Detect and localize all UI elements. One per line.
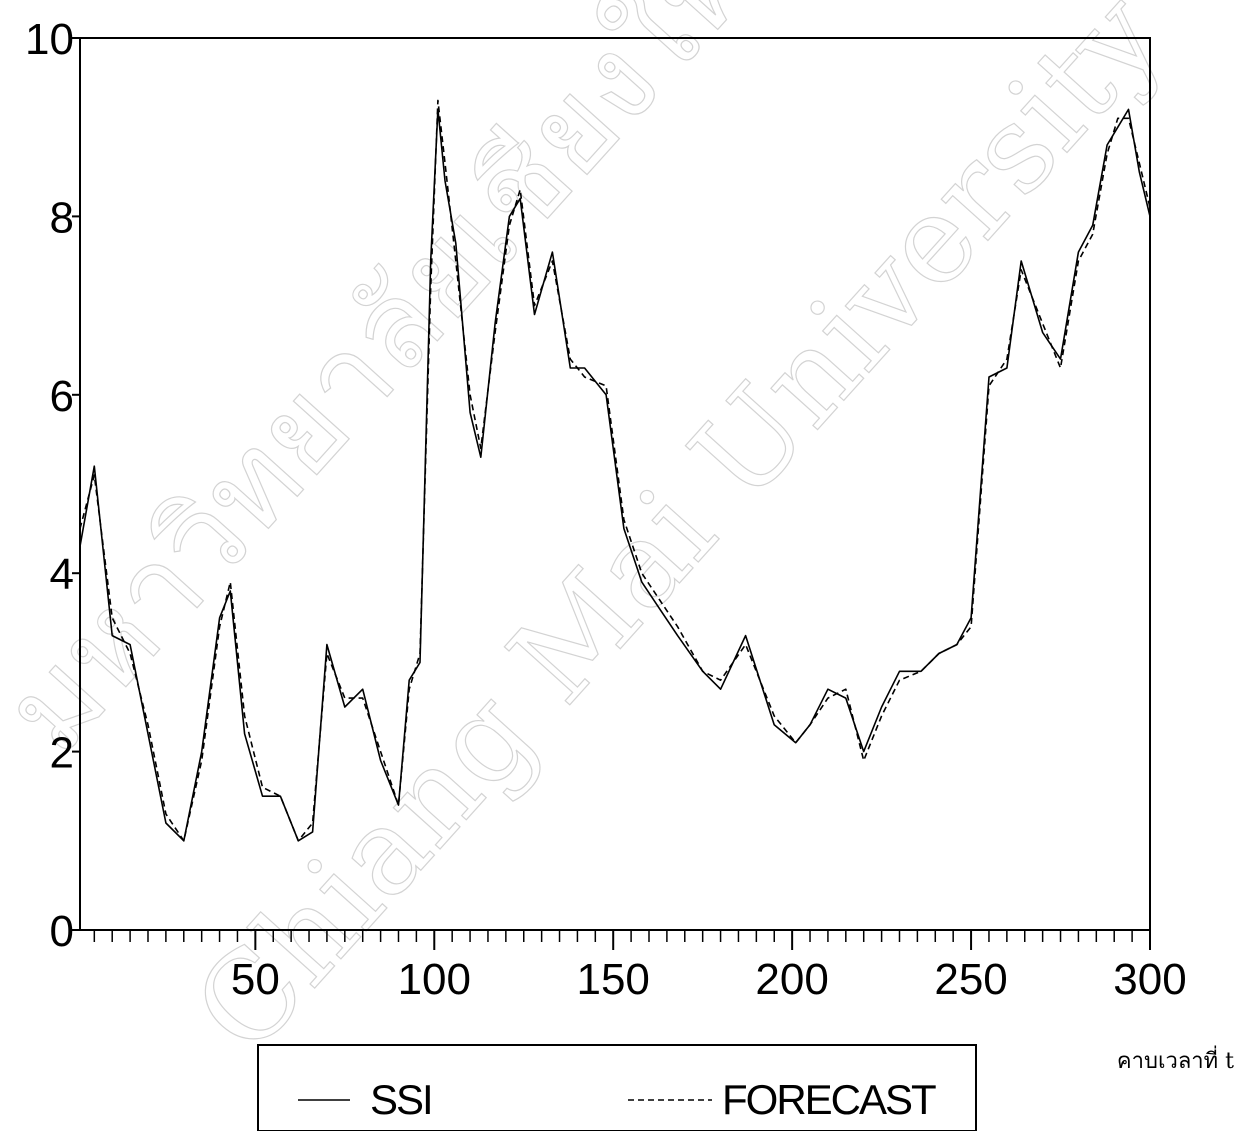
legend-label-ssi: SSI <box>370 1076 432 1123</box>
x-tick-label: 150 <box>576 955 649 1004</box>
legend-box <box>257 1044 977 1131</box>
plot-area-frame <box>79 37 1151 931</box>
y-tick-label: 6 <box>50 372 74 421</box>
y-tick-label: 0 <box>50 907 74 956</box>
x-tick-label: 300 <box>1113 955 1186 1004</box>
x-axis: 50 100 150 200 250 300 <box>93 930 1187 1004</box>
series-line-ssi <box>79 108 1151 842</box>
svg-text:Chiang Mai University: Chiang Mai University <box>168 0 1189 1079</box>
y-tick-label: 10 <box>25 15 74 64</box>
legend-label-forecast: FORECAST <box>722 1076 936 1123</box>
legend: SSI FORECAST <box>257 1044 977 1131</box>
y-axis: 0 2 4 6 8 10 <box>25 15 80 956</box>
x-tick-label: 100 <box>398 955 471 1004</box>
series-layer <box>79 99 1151 842</box>
y-tick-label: 2 <box>50 729 74 778</box>
series-line-forecast <box>79 99 1151 842</box>
x-tick-label: 50 <box>231 955 280 1004</box>
x-axis-label: คาบเวลาที่ t <box>1117 1045 1234 1074</box>
watermark: มหาวิทยาลัยเชียงใหม่ Chiang Mai Universi… <box>0 0 1190 1080</box>
x-tick-label: 250 <box>934 955 1007 1004</box>
x-tick-label: 200 <box>755 955 828 1004</box>
y-tick-label: 4 <box>50 550 74 599</box>
y-tick-label: 8 <box>50 193 74 242</box>
